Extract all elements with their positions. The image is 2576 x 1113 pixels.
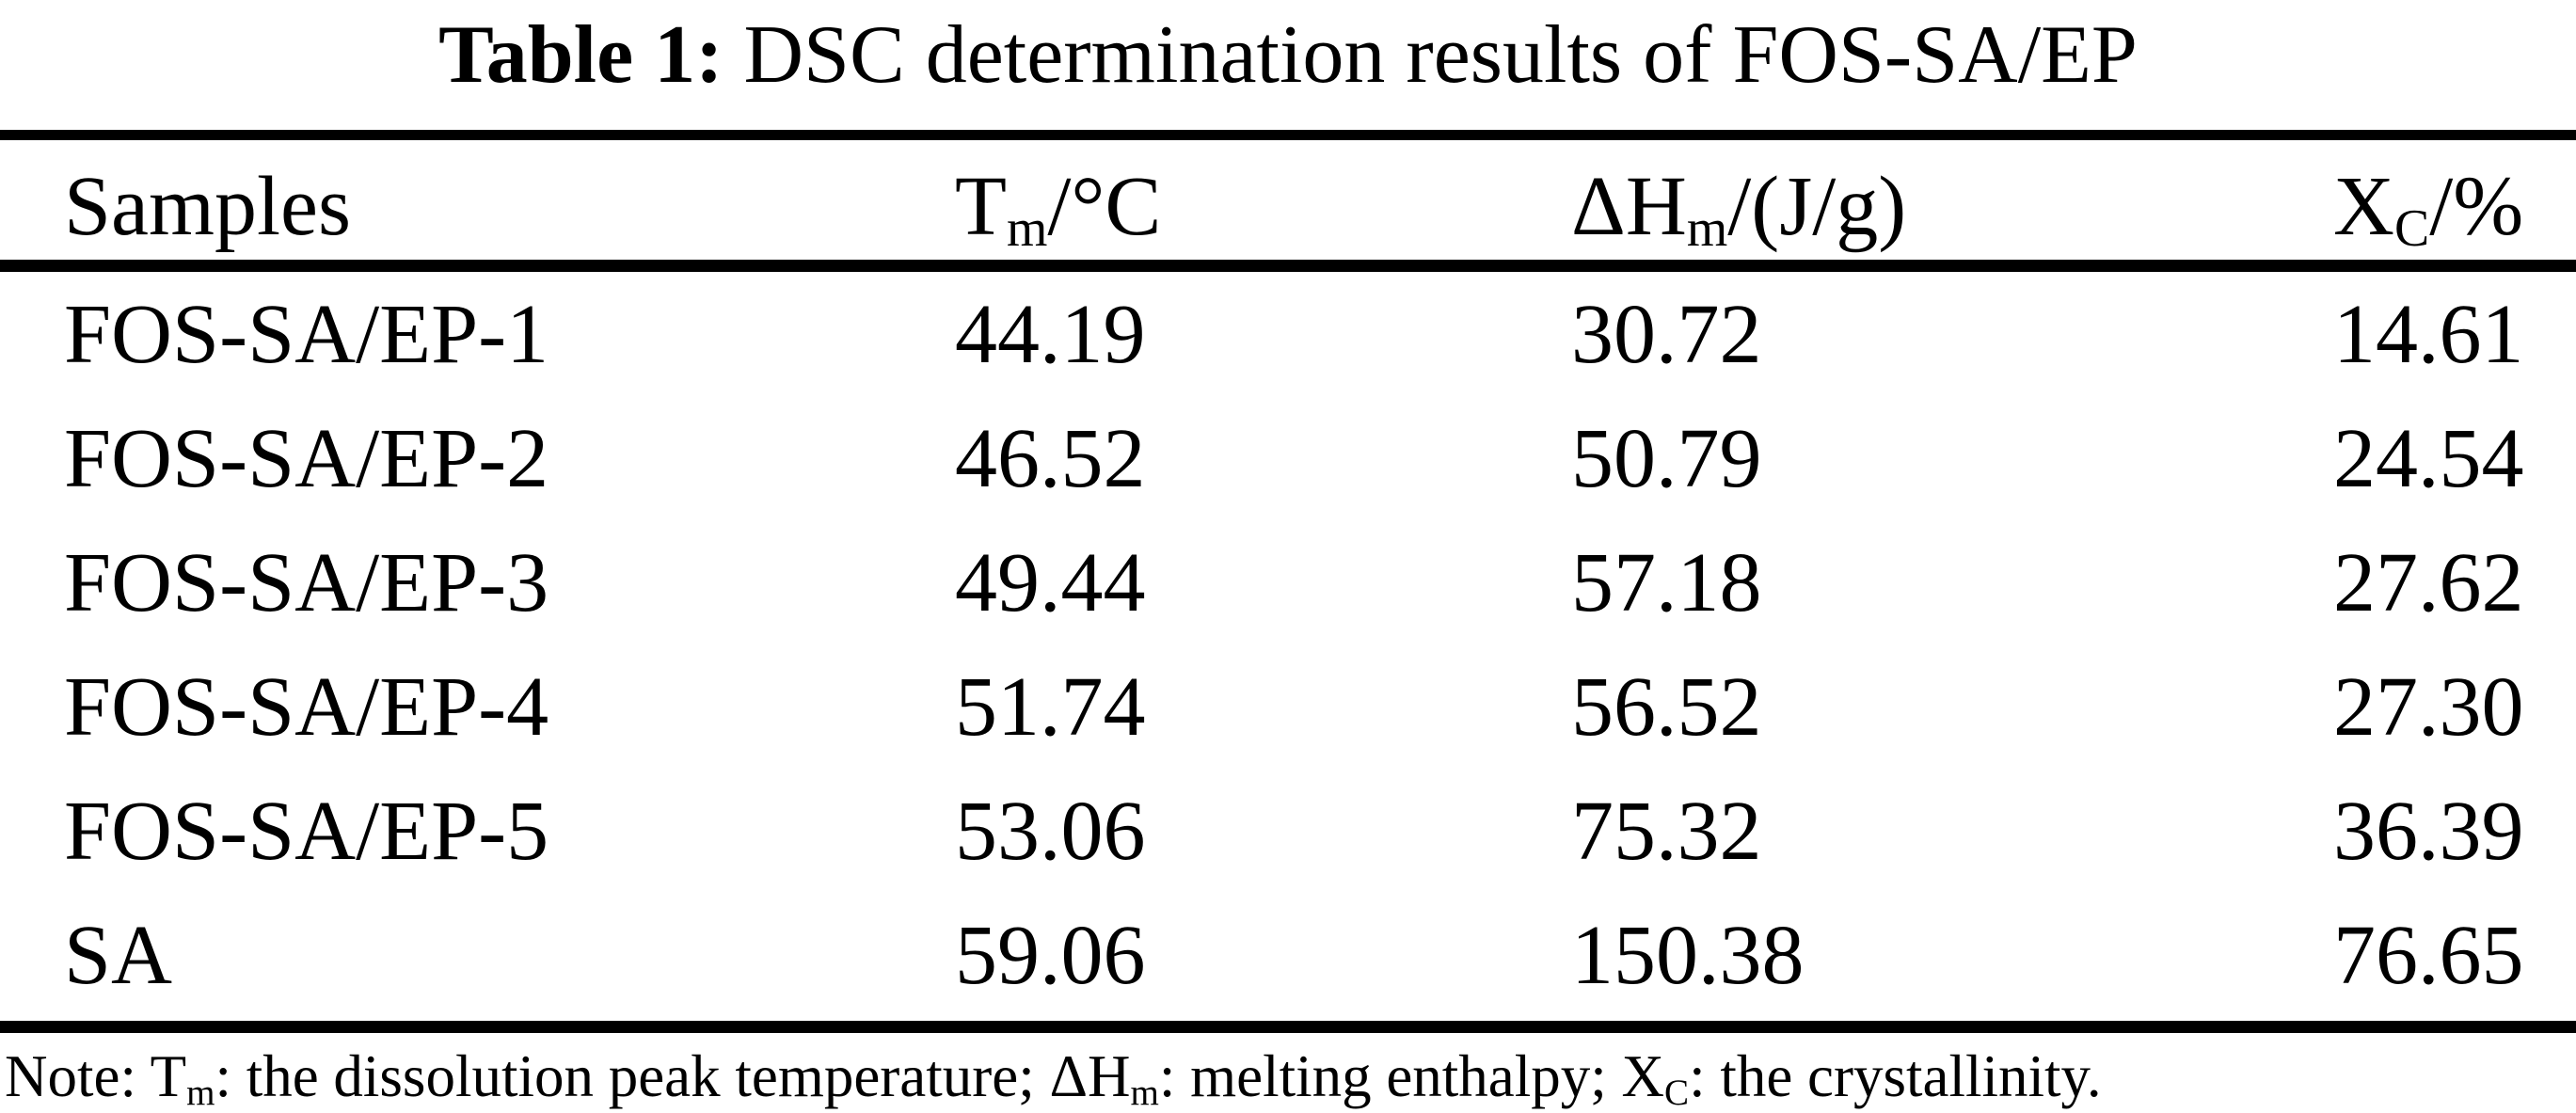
header-xc-base: X xyxy=(2333,159,2394,253)
cell-tm: 59.06 xyxy=(955,908,1146,1002)
header-xc-subscript: C xyxy=(2394,199,2430,258)
cell-tm: 44.19 xyxy=(955,287,1146,381)
note-dhm-base: ΔH xyxy=(1049,1043,1131,1109)
cell-xc: 36.39 xyxy=(2333,784,2524,878)
cell-dhm: 56.52 xyxy=(1571,660,1762,754)
table-title-caption: DSC determination results of FOS-SA/EP xyxy=(743,9,2138,101)
table-row: FOS-SA/EP-3 49.44 57.18 27.62 xyxy=(0,520,2576,644)
header-tm-base: T xyxy=(955,159,1007,253)
note-dhm-definition: : melting enthalpy; xyxy=(1158,1043,1622,1109)
table-note: Note: Tm: the dissolution peak temperatu… xyxy=(5,1039,2102,1113)
note-xc-definition: : the crystallinity. xyxy=(1689,1043,2102,1109)
cell-xc: 14.61 xyxy=(2333,287,2524,381)
cell-xc: 27.62 xyxy=(2333,535,2524,629)
cell-sample: SA xyxy=(64,908,173,1002)
cell-dhm: 50.79 xyxy=(1571,411,1762,505)
table-header-row: Samples Tm/°C ΔHm/(J/g) XC/% xyxy=(0,140,2576,272)
cell-sample: FOS-SA/EP-1 xyxy=(64,287,549,381)
note-xc-subscript: C xyxy=(1664,1072,1690,1113)
header-tm-subscript: m xyxy=(1006,199,1048,258)
cell-sample: FOS-SA/EP-2 xyxy=(64,411,549,505)
column-header-xc: XC/% xyxy=(2333,140,2576,272)
table-row: SA 59.06 150.38 76.65 xyxy=(0,893,2576,1017)
cell-dhm: 57.18 xyxy=(1571,535,1762,629)
cell-xc: 24.54 xyxy=(2333,411,2524,505)
header-dhm-unit: /(J/g) xyxy=(1727,159,1907,253)
table-title-label: Table 1: xyxy=(438,9,724,101)
header-dhm-base: ΔH xyxy=(1571,159,1687,253)
cell-dhm: 150.38 xyxy=(1571,908,1805,1002)
table-row: FOS-SA/EP-5 53.06 75.32 36.39 xyxy=(0,769,2576,893)
cell-xc: 27.30 xyxy=(2333,660,2524,754)
note-dhm-subscript: m xyxy=(1130,1072,1159,1113)
table-top-rule xyxy=(0,130,2576,140)
column-header-dhm: ΔHm/(J/g) xyxy=(1571,140,2333,272)
note-tm-definition: : the dissolution peak temperature; xyxy=(215,1043,1050,1109)
cell-tm: 53.06 xyxy=(955,784,1146,878)
header-xc-unit: /% xyxy=(2429,159,2524,253)
note-xc-base: X xyxy=(1621,1043,1665,1109)
header-tm-unit: /°C xyxy=(1047,159,1162,253)
header-samples-text: Samples xyxy=(64,159,351,253)
table-row: FOS-SA/EP-4 51.74 56.52 27.30 xyxy=(0,644,2576,769)
cell-tm: 49.44 xyxy=(955,535,1146,629)
column-header-samples: Samples xyxy=(0,140,955,272)
column-header-tm: Tm/°C xyxy=(955,140,1571,272)
cell-sample: FOS-SA/EP-5 xyxy=(64,784,549,878)
table-header-rule xyxy=(0,260,2576,272)
cell-tm: 46.52 xyxy=(955,411,1146,505)
cell-dhm: 75.32 xyxy=(1571,784,1762,878)
cell-xc: 76.65 xyxy=(2333,908,2524,1002)
table-row: FOS-SA/EP-1 44.19 30.72 14.61 xyxy=(0,272,2576,396)
note-tm-subscript: m xyxy=(186,1072,215,1113)
cell-dhm: 30.72 xyxy=(1571,287,1762,381)
dsc-results-table: Samples Tm/°C ΔHm/(J/g) XC/% FOS-SA/EP-1… xyxy=(0,140,2576,1017)
cell-sample: FOS-SA/EP-3 xyxy=(64,535,549,629)
note-tm-base: T xyxy=(150,1043,187,1109)
cell-sample: FOS-SA/EP-4 xyxy=(64,660,549,754)
table-bottom-rule xyxy=(0,1021,2576,1033)
cell-tm: 51.74 xyxy=(955,660,1146,754)
table-row: FOS-SA/EP-2 46.52 50.79 24.54 xyxy=(0,396,2576,520)
note-prefix: Note: xyxy=(5,1043,151,1109)
header-dhm-subscript: m xyxy=(1686,199,1728,258)
table-title: Table 1: DSC determination results of FO… xyxy=(0,0,2576,111)
